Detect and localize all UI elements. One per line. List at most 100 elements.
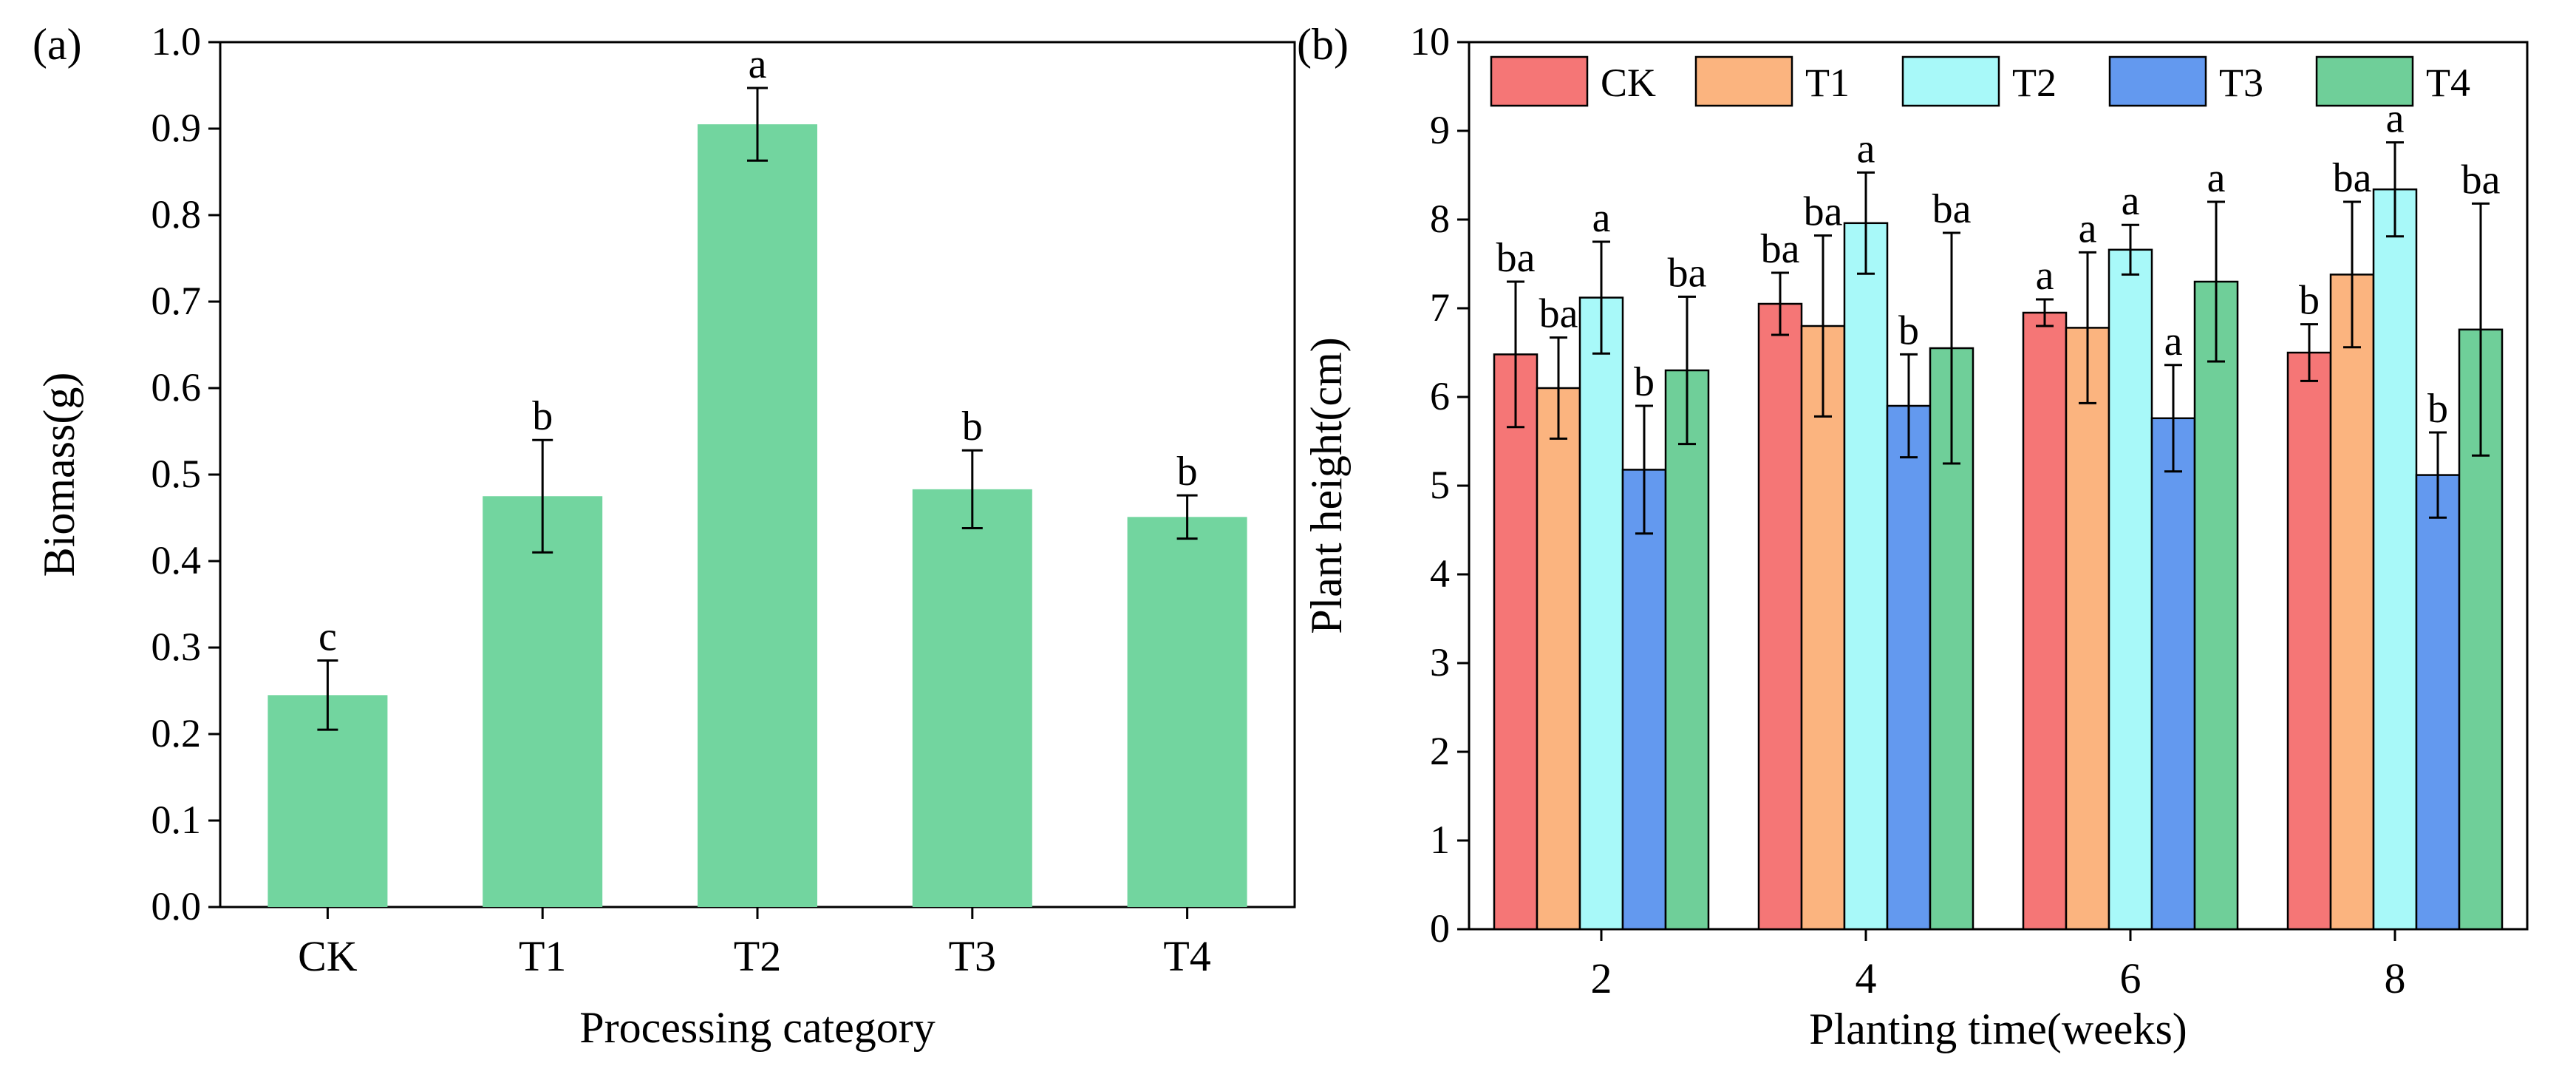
legend-swatch xyxy=(1490,55,1589,107)
bar xyxy=(1843,222,1889,931)
legend-item: T4 xyxy=(2315,55,2470,107)
legend-item: T1 xyxy=(1694,55,1850,107)
bar xyxy=(483,496,603,907)
y-tick-label: 0.2 xyxy=(151,711,202,755)
significance-letter: a xyxy=(2079,206,2097,251)
bar xyxy=(1621,469,1667,931)
significance-letter: a xyxy=(1857,126,1875,171)
significance-letter: ba xyxy=(1539,291,1578,337)
significance-letter: ba xyxy=(1761,226,1800,272)
legend-item: T3 xyxy=(2108,55,2263,107)
significance-letter: b xyxy=(1898,308,1919,353)
y-tick-label: 7 xyxy=(1430,285,1450,330)
bar xyxy=(2415,474,2461,931)
x-tick-label: T2 xyxy=(734,932,781,980)
x-tick-label: T3 xyxy=(949,932,996,980)
significance-letter: a xyxy=(2036,253,2054,299)
y-tick-label: 0.4 xyxy=(151,538,202,583)
y-tick-label: 9 xyxy=(1430,108,1450,152)
significance-letter: b xyxy=(1177,449,1198,495)
legend-label: CK xyxy=(1601,61,1656,105)
significance-letter: ba xyxy=(2461,157,2501,203)
bar xyxy=(2022,311,2068,931)
y-tick-label: 5 xyxy=(1430,463,1450,507)
significance-letter: b xyxy=(962,404,983,449)
bar xyxy=(912,489,1032,907)
bar xyxy=(1493,353,1539,931)
y-tick-label: 1 xyxy=(1430,818,1450,862)
significance-letter: a xyxy=(2122,178,2140,224)
significance-letter: ba xyxy=(2333,155,2372,201)
significance-letter: ba xyxy=(1496,235,1536,281)
y-tick-label: 6 xyxy=(1430,374,1450,418)
legend-swatch xyxy=(2315,55,2414,107)
legend-swatch xyxy=(1694,55,1793,107)
bar xyxy=(2193,280,2239,931)
x-tick-label: T4 xyxy=(1163,932,1210,980)
significance-letter: b xyxy=(2427,386,2448,432)
y-tick-label: 0.0 xyxy=(151,884,202,928)
x-tick-label: 4 xyxy=(1856,954,1877,1002)
plant-height-chart: 0 1 2 3 4 5 6 7 8 9 10 Plant height(cm) Planting tim… xyxy=(1297,19,2529,1053)
y-tick-label: 2 xyxy=(1430,729,1450,773)
x-tick-label: 8 xyxy=(2385,954,2406,1002)
legend-label: T4 xyxy=(2426,61,2470,105)
bar xyxy=(2372,188,2418,931)
legend-swatch xyxy=(2108,55,2207,107)
bar xyxy=(1536,387,1581,931)
legend-label: T1 xyxy=(1805,61,1850,105)
y-tick-label: 3 xyxy=(1430,640,1450,685)
y-tick-label: 0.8 xyxy=(151,192,202,237)
legend-label: T3 xyxy=(2219,61,2263,105)
y-axis-label: Plant height(cm) xyxy=(1302,337,1351,634)
significance-letter: a xyxy=(2207,155,2226,201)
y-tick-label: 0.1 xyxy=(151,798,202,842)
y-axis-label: Biomass(g) xyxy=(35,373,84,577)
legend-item: T2 xyxy=(1901,55,2057,107)
significance-letter: c xyxy=(318,614,337,660)
significance-letter: a xyxy=(1592,195,1611,241)
y-tick-label: 0.5 xyxy=(151,452,202,496)
legend-label: T2 xyxy=(2012,61,2057,105)
x-tick-label: T1 xyxy=(519,932,566,980)
y-tick-label: 0.9 xyxy=(151,106,202,150)
bar xyxy=(1664,369,1710,931)
significance-letter: b xyxy=(2299,278,2320,324)
significance-letter: ba xyxy=(1804,189,1843,235)
y-tick-label: 0 xyxy=(1430,906,1450,951)
x-tick-label: CK xyxy=(298,932,358,980)
legend: CK T1 T2 T3 T4 xyxy=(1490,55,2470,107)
y-tick-label: 0.7 xyxy=(151,279,202,323)
x-tick-label: 2 xyxy=(1591,954,1612,1002)
y-tick-label: 0.6 xyxy=(151,365,202,410)
x-axis-label: Planting time(weeks) xyxy=(1809,1005,2187,1053)
x-axis-label: Processing category xyxy=(579,1003,936,1052)
bar xyxy=(2065,327,2110,931)
significance-letter: a xyxy=(2164,319,2183,364)
bar xyxy=(698,124,817,907)
bar xyxy=(2329,274,2375,931)
significance-letter: ba xyxy=(1668,250,1707,296)
bar xyxy=(1578,296,1624,931)
y-tick-label: 1.0 xyxy=(151,19,202,64)
significance-letter: b xyxy=(532,393,553,439)
y-tick-label: 0.3 xyxy=(151,625,202,669)
bar xyxy=(2108,248,2153,931)
legend-swatch xyxy=(1901,55,2000,107)
y-tick-label: 8 xyxy=(1430,197,1450,241)
y-tick-label: 10 xyxy=(1410,19,1450,64)
significance-letter: a xyxy=(749,41,767,87)
bar xyxy=(1886,404,1932,931)
bar xyxy=(1757,302,1803,931)
bar xyxy=(2286,351,2332,931)
biomass-chart: 0.0 0.1 0.2 0.3 0.4 0.5 0.6 0.7 0.8 0.9 1.0 Biomass… xyxy=(33,19,1296,1052)
y-tick-label: 4 xyxy=(1430,551,1450,596)
panel-label: (b) xyxy=(1297,20,1349,69)
significance-letter: ba xyxy=(1932,186,1972,232)
panel-label: (a) xyxy=(33,20,82,69)
bar xyxy=(1127,517,1247,907)
x-tick-label: 6 xyxy=(2120,954,2141,1002)
legend-item: CK xyxy=(1490,55,1656,107)
significance-letter: b xyxy=(1634,359,1655,405)
